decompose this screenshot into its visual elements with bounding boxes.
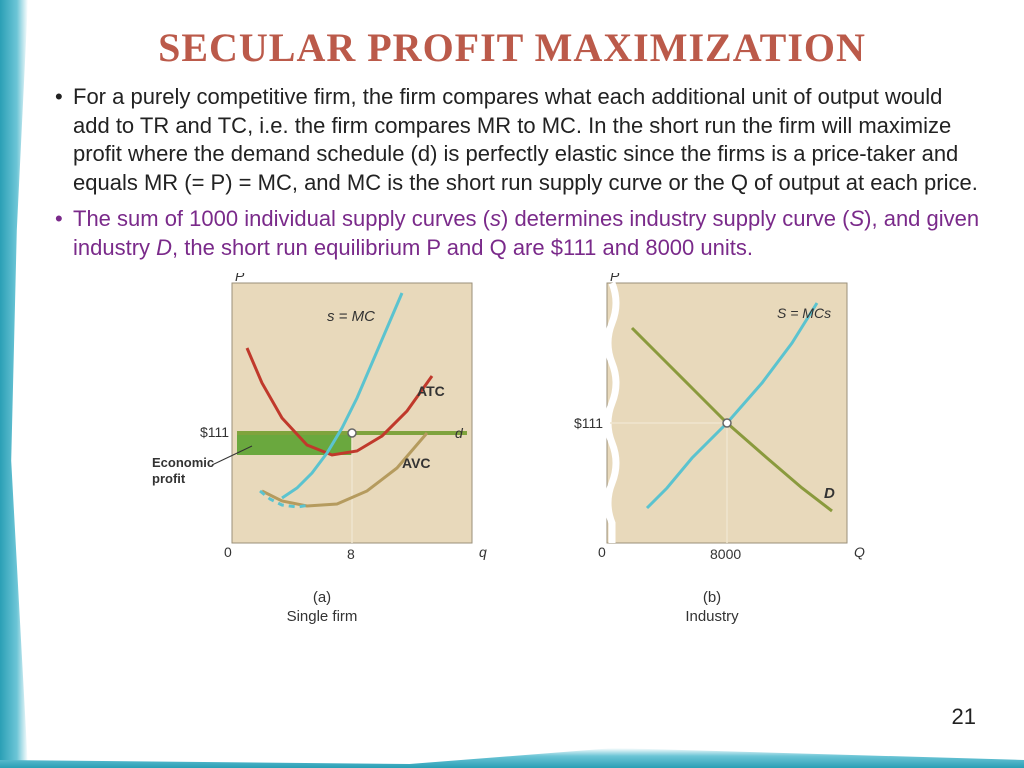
d-label: d — [455, 425, 464, 441]
demand-label: D — [824, 485, 835, 502]
intersect-b — [723, 419, 731, 427]
bullet-2-italic-s: s — [490, 206, 501, 231]
bullet-2-italic-S: S — [849, 206, 864, 231]
origin-a: 0 — [224, 544, 232, 560]
chart-b-letter: (b) — [703, 589, 721, 606]
bullet-2-text-b: ) determines industry supply curve ( — [501, 206, 849, 231]
page-title: SECULAR PROFIT MAXIMIZATION — [0, 0, 1024, 71]
supply-label: S = MCs — [777, 305, 831, 321]
chart-a-caption: Single firm — [287, 608, 358, 625]
bullet-list: For a purely competitive firm, the firm … — [0, 71, 1024, 263]
axis-y-label-a: P — [235, 273, 245, 284]
econ-profit-label-1: Economic — [152, 455, 214, 470]
xtick-b: 8000 — [710, 546, 741, 562]
econ-profit-label-2: profit — [152, 471, 186, 486]
ytick-b: $111 — [574, 415, 603, 431]
chart-a-wrap: P q 0 8 $111 s = MC ATC AVC d Economic p… — [152, 273, 492, 625]
xtick-a: 8 — [347, 546, 355, 562]
avc-label: AVC — [402, 455, 431, 471]
bullet-2-text-a: The sum of 1000 individual supply curves… — [73, 206, 490, 231]
econ-profit-rect — [237, 433, 352, 455]
origin-b: 0 — [598, 544, 606, 560]
axis-x-label-b: Q — [854, 544, 865, 560]
intersect-a — [348, 429, 356, 437]
mc-label: s = MC — [327, 308, 375, 325]
chart-b-wrap: P Q 0 8000 $111 S = MCs D (b) Industry — [552, 273, 872, 625]
slide-border-bottom — [0, 748, 1024, 768]
axis-x-label-a: q — [479, 544, 487, 560]
atc-label: ATC — [417, 383, 445, 399]
ytick-a: $111 — [200, 424, 229, 440]
chart-a: P q 0 8 $111 s = MC ATC AVC d Economic p… — [152, 273, 492, 583]
page-number: 21 — [952, 704, 976, 730]
bullet-1: For a purely competitive firm, the firm … — [55, 83, 984, 197]
bullet-2-text-d: , the short run equilibrium P and Q are … — [172, 235, 753, 260]
charts-row: P q 0 8 $111 s = MC ATC AVC d Economic p… — [0, 273, 1024, 625]
chart-b: P Q 0 8000 $111 S = MCs D — [552, 273, 872, 583]
axis-y-label-b: P — [610, 273, 620, 284]
chart-a-letter: (a) — [313, 589, 331, 606]
bullet-2-italic-D: D — [156, 235, 172, 260]
bullet-2: The sum of 1000 individual supply curves… — [55, 205, 984, 262]
chart-b-caption: Industry — [685, 608, 738, 625]
